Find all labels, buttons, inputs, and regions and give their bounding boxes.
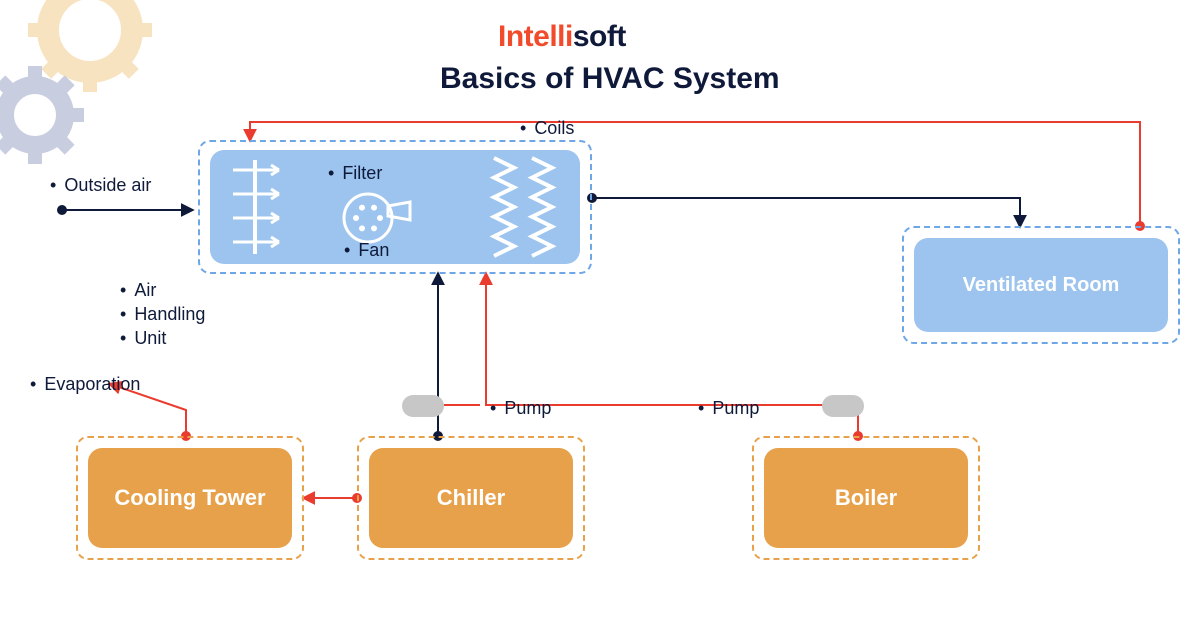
label-pump-2: Pump bbox=[698, 398, 759, 419]
ventilated-room: Ventilated Room bbox=[914, 238, 1168, 332]
label-filter: Filter bbox=[328, 163, 382, 184]
ahu-unit bbox=[210, 150, 580, 264]
label-ahu-line3: Unit bbox=[120, 328, 166, 349]
label-pump-1: Pump bbox=[490, 398, 551, 419]
logo-part2: soft bbox=[573, 20, 626, 53]
edge-ahu-to-vent bbox=[592, 198, 1020, 226]
gear-icon-2 bbox=[0, 66, 84, 164]
cooling-tower: Cooling Tower bbox=[88, 448, 292, 548]
edge-dot-outside-to-ahu bbox=[57, 205, 67, 215]
label-evaporation: Evaporation bbox=[30, 374, 140, 395]
ahu-graphics bbox=[210, 150, 580, 264]
pump-icon-1 bbox=[402, 395, 444, 417]
coil-icon bbox=[494, 158, 514, 256]
logo-part1: Intelli bbox=[498, 20, 573, 53]
fan-icon bbox=[344, 194, 392, 242]
boiler-label: Boiler bbox=[835, 485, 897, 511]
label-ahu-line1: Air bbox=[120, 280, 156, 301]
cooling-tower-label: Cooling Tower bbox=[114, 485, 265, 511]
brand-logo: Intellisoft bbox=[498, 20, 626, 54]
chiller: Chiller bbox=[369, 448, 573, 548]
page-title: Basics of HVAC System bbox=[440, 62, 780, 96]
boiler: Boiler bbox=[764, 448, 968, 548]
label-outside-air: Outside air bbox=[50, 175, 151, 196]
chiller-label: Chiller bbox=[437, 485, 505, 511]
label-ahu-line2: Handling bbox=[120, 304, 205, 325]
coil-icon bbox=[532, 158, 552, 256]
label-fan: Fan bbox=[344, 240, 389, 261]
ventilated-room-label: Ventilated Room bbox=[963, 274, 1120, 297]
label-coils: Coils bbox=[520, 118, 574, 139]
decor-gears bbox=[0, 0, 200, 200]
pump-icon-2 bbox=[822, 395, 864, 417]
